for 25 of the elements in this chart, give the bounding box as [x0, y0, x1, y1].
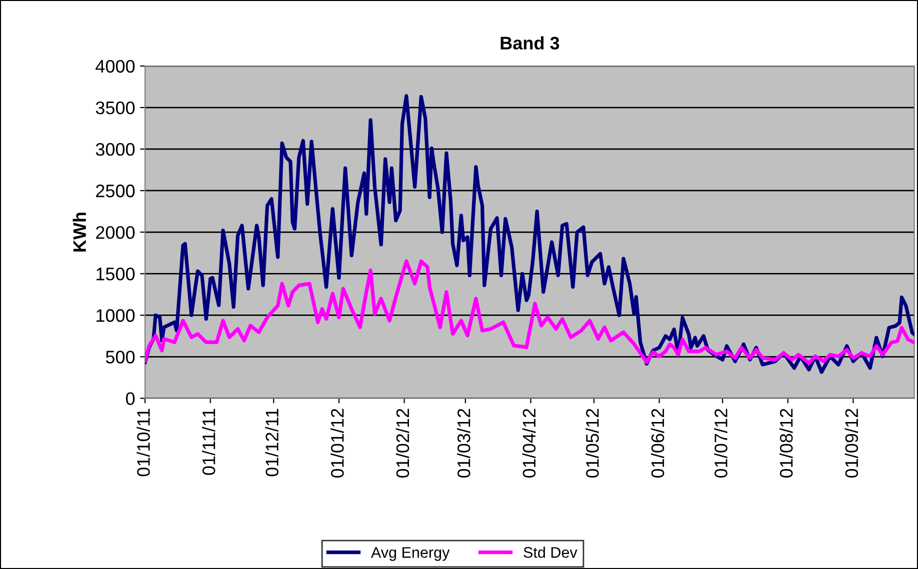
y-tick-label: 3500 — [96, 101, 135, 114]
x-tick-label: 01/03/12 — [456, 408, 470, 478]
y-tick-label: 2000 — [96, 226, 135, 239]
legend-label: Avg Energy — [370, 547, 450, 561]
x-tick-label: 01/07/12 — [714, 408, 728, 478]
x-tick-label: 01/08/12 — [779, 408, 793, 478]
x-tick-label: 01/11/11 — [202, 408, 216, 475]
y-tick-label: 4000 — [96, 60, 135, 73]
x-tick-label: 01/05/12 — [586, 408, 599, 478]
x-tick-label: 01/02/12 — [396, 408, 410, 478]
chart-title: Band 3 — [500, 36, 560, 50]
x-tick-label: 01/06/12 — [650, 408, 664, 478]
x-tick-label: 01/04/12 — [522, 408, 536, 478]
y-tick-label: 1000 — [96, 309, 135, 322]
x-tick-label: 01/01/12 — [330, 408, 344, 478]
y-tick-label: 0 — [126, 392, 135, 406]
y-axis-title: KWh — [72, 212, 86, 252]
y-tick-label: 500 — [106, 350, 135, 364]
x-tick-label: 01/12/11 — [265, 408, 278, 476]
legend-label: Std Dev — [524, 546, 578, 558]
y-tick-label: 1500 — [96, 268, 135, 280]
x-tick-label: 01/09/12 — [844, 408, 858, 478]
y-tick-label: 2500 — [96, 184, 135, 198]
y-tick-label: 3000 — [96, 143, 135, 156]
x-tick-label: 01/10/11 — [136, 408, 150, 476]
